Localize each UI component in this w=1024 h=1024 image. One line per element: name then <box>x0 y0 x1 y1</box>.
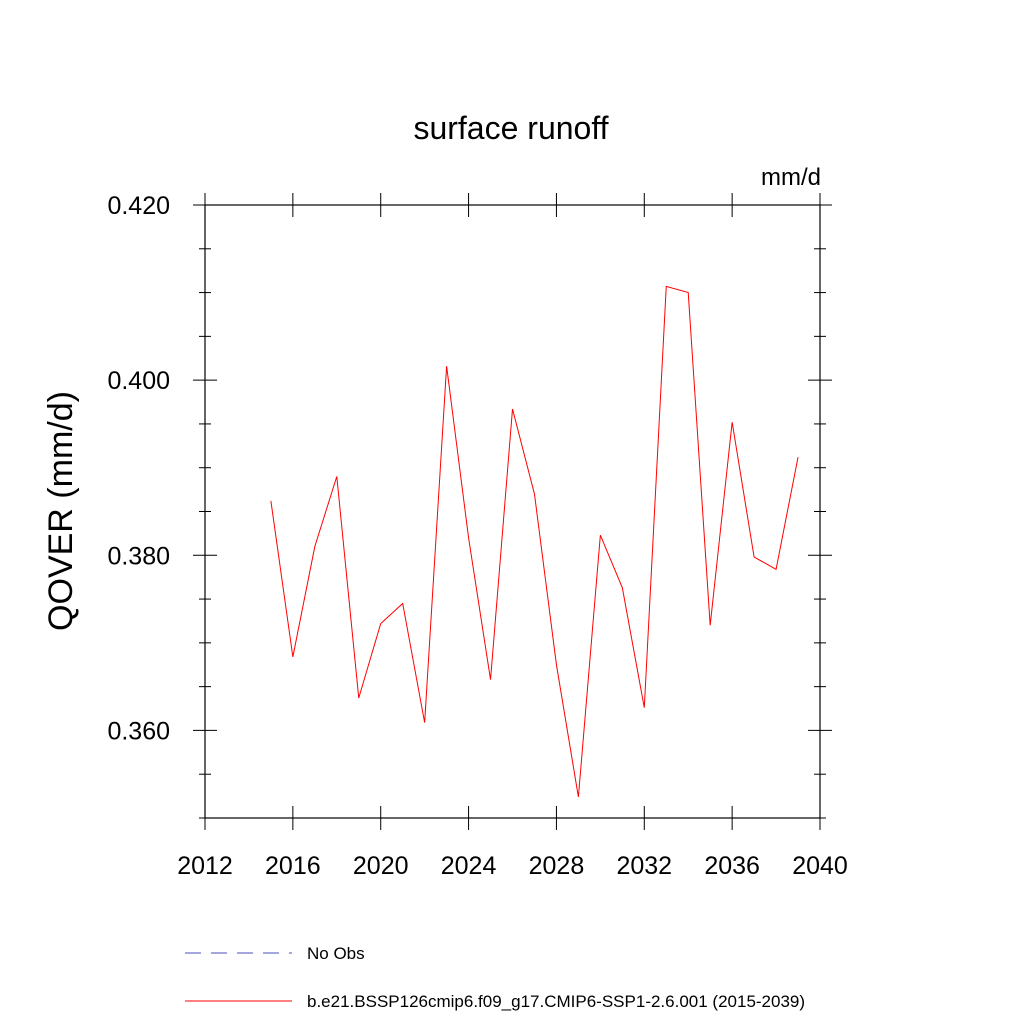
x-tick-label: 2028 <box>529 852 585 880</box>
legend-label-no-obs: No Obs <box>307 944 365 963</box>
y-tick-label: 0.400 <box>107 367 170 395</box>
units-label: mm/d <box>761 164 821 191</box>
axis-ticks <box>193 193 832 830</box>
x-tick-label: 2020 <box>353 852 409 880</box>
plot-frame <box>204 204 821 819</box>
chart-title: surface runoff <box>413 110 608 146</box>
x-tick-label: 2016 <box>265 852 321 880</box>
x-tick-label: 2032 <box>616 852 672 880</box>
y-tick-label: 0.380 <box>107 542 170 570</box>
x-tick-label: 2012 <box>177 852 233 880</box>
y-axis-label: QOVER (mm/d) <box>42 391 80 631</box>
x-tick-label: 2040 <box>792 852 848 880</box>
series-layer <box>270 285 799 798</box>
y-tick-label: 0.420 <box>107 192 170 220</box>
x-tick-label: 2024 <box>441 852 497 880</box>
x-tick-label: 2036 <box>704 852 760 880</box>
legend: No Obs b.e21.BSSP126cmip6.f09_g17.CMIP6-… <box>185 944 805 1011</box>
series-line <box>270 285 799 798</box>
tick-labels: 2012 2016 2020 2024 2028 2032 2036 2040 0.360 0.3… <box>107 192 847 880</box>
y-tick-label: 0.360 <box>107 717 170 745</box>
legend-label-model: b.e21.BSSP126cmip6.f09_g17.CMIP6-SSP1-2.… <box>307 992 805 1011</box>
